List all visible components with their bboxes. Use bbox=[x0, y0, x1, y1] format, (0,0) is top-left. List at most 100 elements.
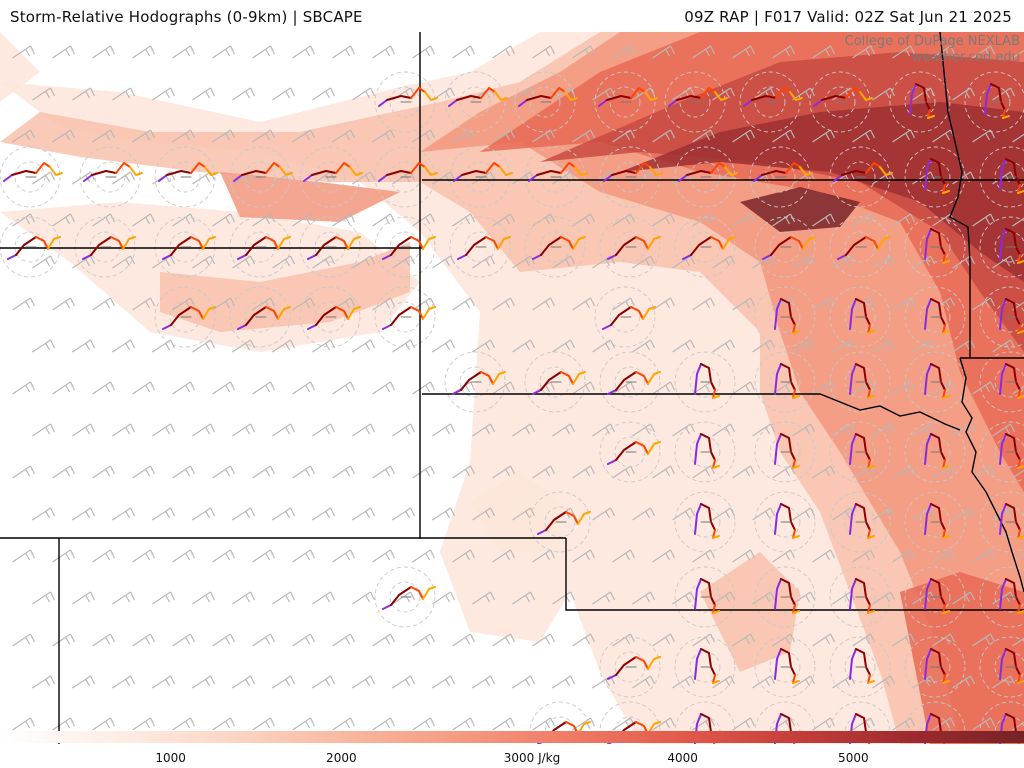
wind-barb bbox=[772, 465, 796, 479]
wind-barb bbox=[492, 213, 516, 227]
wind-barb bbox=[612, 633, 636, 647]
wind-barb bbox=[512, 507, 536, 521]
wind-barb bbox=[212, 549, 236, 563]
hodograph bbox=[378, 87, 438, 107]
cape-region bbox=[220, 172, 400, 222]
wind-barb bbox=[172, 465, 196, 479]
wind-barb bbox=[372, 717, 396, 731]
wind-barb bbox=[332, 129, 356, 143]
wind-barb bbox=[712, 423, 736, 437]
wind-barb bbox=[752, 591, 776, 605]
wind-barb bbox=[372, 45, 396, 59]
wind-barb bbox=[112, 675, 136, 689]
wind-barb bbox=[392, 423, 416, 437]
wind-barb bbox=[592, 339, 616, 353]
wind-barb bbox=[972, 717, 996, 731]
hodograph-range-ring bbox=[524, 216, 586, 278]
hodograph-range-ring bbox=[444, 351, 506, 413]
border-line bbox=[959, 357, 1024, 593]
hodograph bbox=[82, 236, 136, 260]
wind-barb bbox=[612, 549, 636, 563]
wind-barb bbox=[32, 591, 56, 605]
wind-barb bbox=[992, 255, 1016, 269]
wind-barb bbox=[932, 549, 956, 563]
hodograph-range-ring bbox=[599, 636, 661, 698]
wind-barb bbox=[472, 591, 496, 605]
wind-barb bbox=[252, 633, 276, 647]
wind-barb bbox=[712, 339, 736, 353]
wind-barb bbox=[152, 339, 176, 353]
wind-barb bbox=[92, 129, 116, 143]
colorbar-tick-label: 3000 J/kg bbox=[503, 751, 561, 765]
wind-barb bbox=[232, 675, 256, 689]
hodograph-range-ring bbox=[154, 286, 216, 348]
hodograph bbox=[924, 363, 950, 399]
wind-barb bbox=[572, 297, 596, 311]
hodograph-range-ring bbox=[229, 286, 291, 348]
hodograph bbox=[743, 87, 803, 107]
hodograph bbox=[774, 503, 800, 539]
hodograph bbox=[833, 162, 893, 182]
hodograph-range-ring bbox=[829, 216, 891, 278]
wind-barb bbox=[812, 213, 836, 227]
wind-barb bbox=[472, 423, 496, 437]
wind-barb bbox=[1012, 49, 1024, 59]
wind-barb bbox=[712, 675, 736, 689]
sbcape-colorbar bbox=[0, 731, 1024, 743]
wind-barb bbox=[512, 591, 536, 605]
hodograph-range-ring bbox=[599, 351, 661, 413]
wind-barb bbox=[772, 717, 796, 731]
wind-barb bbox=[412, 465, 436, 479]
wind-barb bbox=[952, 507, 976, 521]
wind-barb bbox=[272, 255, 296, 269]
wind-barb bbox=[52, 381, 76, 395]
hodograph bbox=[378, 162, 438, 182]
hodograph bbox=[924, 503, 950, 539]
wind-barb bbox=[412, 213, 436, 227]
wind-barb bbox=[52, 213, 76, 227]
wind-barb bbox=[372, 465, 396, 479]
wind-barb bbox=[192, 507, 216, 521]
wind-barb bbox=[892, 129, 916, 143]
wind-barb bbox=[52, 45, 76, 59]
hodograph bbox=[607, 371, 661, 395]
wind-barb bbox=[212, 633, 236, 647]
wind-barb bbox=[232, 507, 256, 521]
wind-barb bbox=[312, 591, 336, 605]
hodograph bbox=[602, 306, 656, 330]
wind-barb bbox=[372, 213, 396, 227]
wind-barb bbox=[212, 465, 236, 479]
wind-barb bbox=[632, 591, 656, 605]
wind-barb bbox=[292, 45, 316, 59]
hodograph-range-ring bbox=[0, 216, 61, 278]
hodograph-range-ring bbox=[299, 286, 361, 348]
hodograph bbox=[607, 236, 661, 260]
wind-barb bbox=[652, 129, 676, 143]
hodograph bbox=[753, 162, 813, 182]
wind-barb bbox=[512, 255, 536, 269]
wind-barb bbox=[112, 507, 136, 521]
wind-barb bbox=[732, 45, 756, 59]
wind-barb bbox=[772, 45, 796, 59]
wind-barb bbox=[572, 465, 596, 479]
hodograph bbox=[83, 162, 143, 182]
wind-barb bbox=[872, 255, 896, 269]
hodograph bbox=[999, 648, 1024, 684]
wind-barb bbox=[952, 675, 976, 689]
wind-barb bbox=[992, 423, 1016, 437]
wind-barb bbox=[572, 213, 596, 227]
wind-barb bbox=[192, 339, 216, 353]
hodograph bbox=[237, 306, 291, 330]
wind-barb bbox=[452, 297, 476, 311]
wind-barb bbox=[732, 465, 756, 479]
wind-barb bbox=[32, 507, 56, 521]
hodograph bbox=[303, 162, 363, 182]
hodograph-range-ring bbox=[524, 146, 586, 208]
wind-barb bbox=[92, 717, 116, 731]
wind-barb bbox=[452, 549, 476, 563]
wind-barb bbox=[672, 591, 696, 605]
wind-barb bbox=[252, 45, 276, 59]
wind-barb bbox=[72, 171, 96, 185]
wind-barb bbox=[312, 507, 336, 521]
wind-barb bbox=[32, 339, 56, 353]
